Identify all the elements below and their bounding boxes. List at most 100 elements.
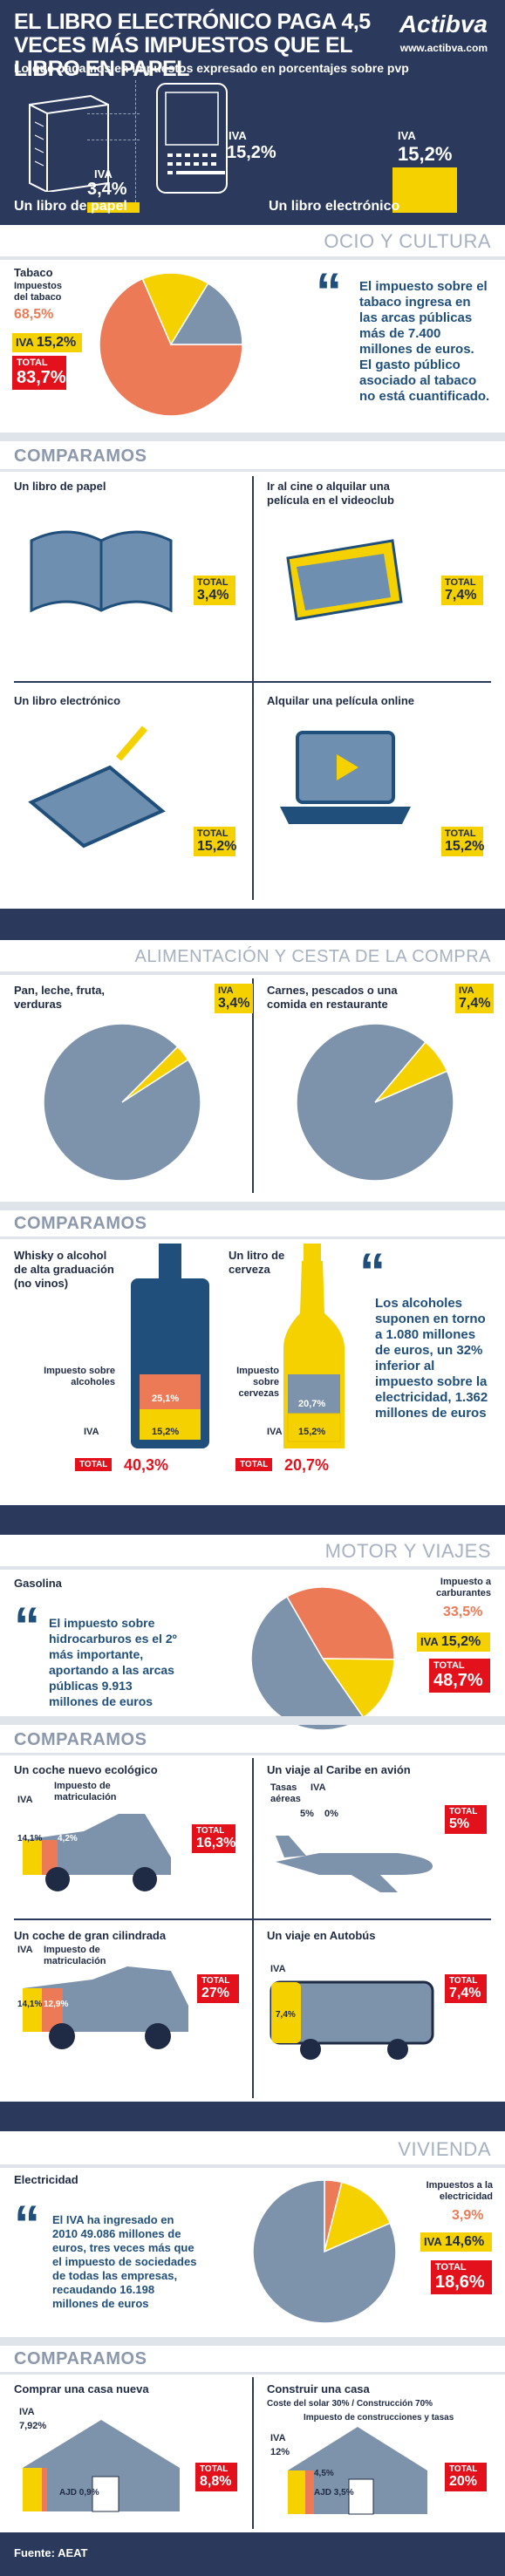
- alim-item-1: Pan, leche, fruta, verduras: [14, 984, 106, 1011]
- cmp-libro-papel-total: TOTAL 3,4%: [194, 576, 235, 605]
- coche-gran-iva-value: 14,1%: [17, 2000, 43, 2009]
- page-title: EL LIBRO ELECTRÓNICO PAGA 4,5 VECES MÁS …: [14, 10, 371, 81]
- tabaco-total-box: TOTAL 83,7%: [12, 356, 66, 390]
- quote-mark: “: [14, 1597, 40, 1655]
- paper-iva-bar: [87, 202, 140, 213]
- airplane-icon: [276, 1836, 433, 1892]
- coche-eco-iva-label: IVA: [17, 1795, 33, 1805]
- footer-source: Fuente: AEAT: [14, 2546, 88, 2559]
- whisky-bottle-icon: [131, 1244, 209, 1448]
- page-subtitle: Lo que pagamos en impuestos expresado en…: [14, 61, 409, 75]
- paper-iva-label: IVA: [94, 167, 113, 181]
- tabaco-imp-label: Impuestos del tabaco: [14, 281, 63, 303]
- cerveza-imp-value: 20,7%: [298, 1399, 326, 1409]
- coche-gran-imp-label: Impuesto de matriculación: [44, 1945, 106, 1966]
- quote-mark: “: [14, 2195, 40, 2253]
- cmp-libro-papel: Un libro de papel: [14, 480, 106, 493]
- construir-total: TOTAL 20%: [445, 2463, 487, 2491]
- cerveza-iva-value: 15,2%: [298, 1427, 326, 1437]
- ebook-iva-value-right: 15,2%: [398, 143, 453, 165]
- construir-iva-label: IVA: [270, 2433, 286, 2443]
- alim-quote: Los alcoholes suponen en torno a 1.080 m…: [375, 1296, 488, 1421]
- casa-nueva-ajd: AJD 0,9%: [59, 2488, 99, 2498]
- slice-iva: [321, 1658, 395, 1719]
- construir-sub: Coste del solar 30% / Construcción 70%: [267, 2399, 433, 2409]
- movie-ticket-icon: [286, 539, 403, 621]
- alim-item-1-iva: IVA 3,4%: [215, 984, 254, 1013]
- cmp-pelicula-online: Alquilar una película online: [267, 694, 415, 707]
- cmp-pelicula-online-total: TOTAL 15,2%: [441, 827, 484, 856]
- slice-iva: [323, 2181, 392, 2253]
- tabaco-title: Tabaco: [14, 266, 53, 279]
- gasolina-title: Gasolina: [14, 1577, 62, 1590]
- gasolina-imp-value: 33,5%: [443, 1605, 483, 1619]
- open-book-icon: [30, 530, 173, 613]
- elec-total-box: TOTAL 18,6%: [431, 2260, 492, 2294]
- quote-mark: “: [316, 262, 342, 321]
- caribe-iva-label: IVA: [311, 1782, 326, 1793]
- caribe-total: TOTAL 5%: [445, 1805, 487, 1834]
- construir-iva-value: 12%: [270, 2447, 290, 2457]
- autobus-iva-value: 7,4%: [276, 2010, 296, 2020]
- whisky-total: TOTAL: [75, 1458, 113, 1471]
- new-house-icon: [23, 2420, 180, 2512]
- whisky-imp-value: 25,1%: [152, 1394, 180, 1404]
- coche-gran-imp-value: 12,9%: [44, 2000, 69, 2009]
- slice-resto: [169, 282, 243, 345]
- coche-eco-total: TOTAL 16,3%: [192, 1824, 235, 1853]
- slice-resto: [250, 1595, 365, 1731]
- whisky-label: Whisky o alcohol de alta graduación (no …: [14, 1249, 114, 1290]
- elec-imp-value: 3,9%: [452, 2208, 484, 2223]
- slice-resto: [296, 1023, 454, 1182]
- gasolina-pie: [250, 1586, 395, 1731]
- whisky-iva-label: IVA: [84, 1427, 99, 1437]
- paper-iva-value: 3,4%: [87, 180, 127, 199]
- autobus-iva-label: IVA: [270, 1964, 286, 1974]
- slice-impuesto: [99, 277, 243, 417]
- tabaco-quote: El impuesto sobre el tabaco ingresa en l…: [359, 279, 490, 404]
- alim-compare-title: COMPARAMOS: [14, 1214, 147, 1233]
- autobus-label: Un viaje en Autobús: [267, 1929, 376, 1942]
- laptop-icon: [280, 731, 411, 824]
- cerveza-total-value: 20,7%: [284, 1456, 330, 1474]
- construir-imp-value: 4,5%: [314, 2469, 334, 2478]
- tabaco-imp-value: 68,5%: [14, 307, 54, 322]
- ebook-iva-value: 15,2%: [227, 143, 276, 162]
- vivienda-compare-title: COMPARAMOS: [14, 2349, 147, 2368]
- caribe-tasas-label: Tasas aéreas: [270, 1782, 301, 1804]
- coche-eco-imp-value: 4,2%: [58, 1834, 78, 1843]
- construir-imp-label: Impuesto de construcciones y tasas: [304, 2413, 454, 2423]
- alim-item-2: Carnes, pescados o una comida en restaur…: [267, 984, 398, 1011]
- alim-pie-2: [296, 1023, 454, 1182]
- gasolina-imp-label: Impuesto a carburantes: [436, 1577, 491, 1598]
- slice-resto: [43, 1023, 201, 1182]
- alim-pie-1: [43, 1023, 201, 1182]
- tabaco-pie: [99, 272, 243, 417]
- elec-title: Electricidad: [14, 2173, 78, 2186]
- whisky-imp-label: Impuesto sobre alcoholes: [44, 1366, 115, 1387]
- autobus-total: TOTAL 7,4%: [445, 1974, 487, 2003]
- slice-impuesto: [285, 1586, 395, 1660]
- coche-gran-total: TOTAL 27%: [197, 1974, 239, 2003]
- construir-ajd: AJD 3,5%: [314, 2488, 354, 2498]
- gasolina-iva-box: IVA 15,2%: [417, 1632, 490, 1652]
- logo: Actibva: [399, 10, 488, 37]
- cmp-cine-total: TOTAL 7,4%: [441, 576, 483, 605]
- coche-eco-label: Un coche nuevo ecológico: [14, 1763, 158, 1776]
- coche-gran-iva-label: IVA: [17, 1945, 33, 1955]
- coche-eco-iva-value: 14,1%: [17, 1834, 43, 1843]
- elec-quote: El IVA ha ingresado en 2010 49.086 millo…: [52, 2213, 197, 2310]
- ocio-title: OCIO Y CULTURA: [324, 230, 491, 252]
- cmp-cine: Ir al cine o alquilar una película en el…: [267, 480, 394, 507]
- casa-nueva-total: TOTAL 8,8%: [195, 2463, 237, 2491]
- eco-car-icon: [23, 1814, 171, 1891]
- motor-compare-title: COMPARAMOS: [14, 1730, 147, 1749]
- casa-nueva-iva-value: 7,92%: [19, 2421, 47, 2431]
- quote-mark: “: [359, 1243, 386, 1301]
- coche-gran-label: Un coche de gran cilindrada: [14, 1929, 167, 1942]
- slice-iva: [141, 272, 209, 346]
- gasolina-total-box: TOTAL 48,7%: [429, 1659, 490, 1693]
- build-house-icon: [288, 2427, 427, 2515]
- ebook-label: Un libro electrónico: [269, 199, 400, 214]
- tabaco-iva-box: IVA 15,2%: [12, 333, 82, 352]
